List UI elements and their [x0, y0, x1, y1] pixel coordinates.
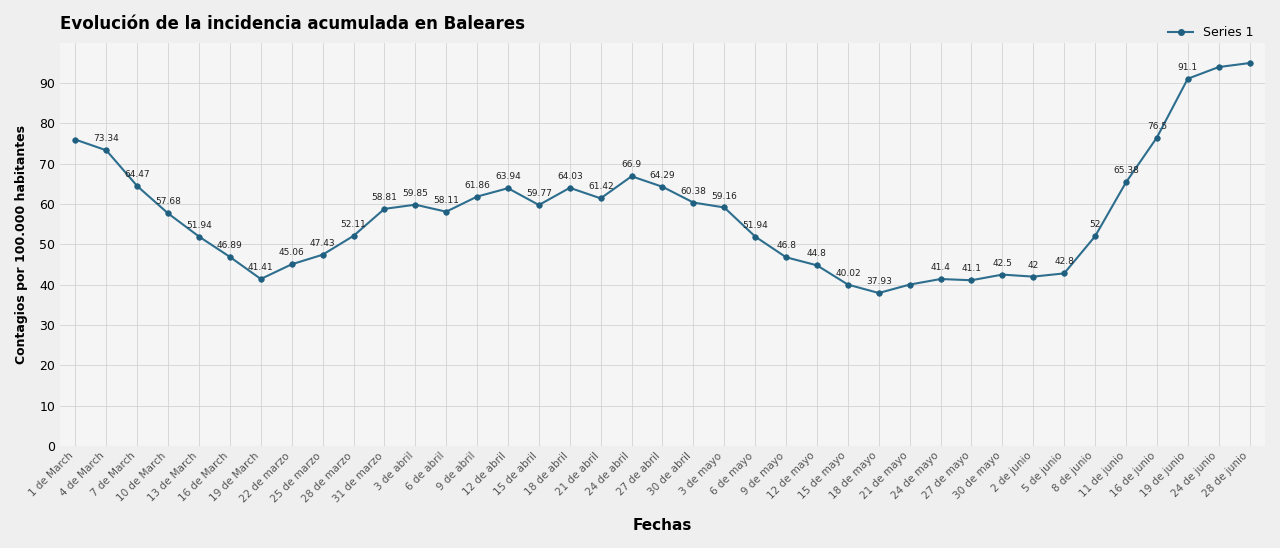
- Text: 58.11: 58.11: [433, 196, 460, 205]
- Text: 59.85: 59.85: [402, 189, 429, 198]
- Legend: Series 1: Series 1: [1164, 21, 1258, 44]
- Text: 60.38: 60.38: [681, 187, 707, 196]
- Text: 37.93: 37.93: [865, 277, 892, 286]
- Y-axis label: Contagios por 100.000 habitantes: Contagios por 100.000 habitantes: [15, 125, 28, 364]
- Text: 46.89: 46.89: [218, 241, 243, 250]
- Text: 42.8: 42.8: [1055, 258, 1074, 266]
- Text: 44.8: 44.8: [806, 249, 827, 259]
- Text: 65.38: 65.38: [1114, 167, 1139, 175]
- Text: 91.1: 91.1: [1178, 63, 1198, 72]
- Text: 61.86: 61.86: [465, 181, 490, 190]
- Text: 45.06: 45.06: [279, 248, 305, 258]
- Text: 52: 52: [1089, 220, 1101, 230]
- Text: 47.43: 47.43: [310, 239, 335, 248]
- Text: 40.02: 40.02: [835, 269, 860, 278]
- Text: 52.11: 52.11: [340, 220, 366, 229]
- Text: 51.94: 51.94: [742, 221, 768, 230]
- Text: Evolución de la incidencia acumulada en Baleares: Evolución de la incidencia acumulada en …: [60, 15, 525, 33]
- Text: 76.5: 76.5: [1147, 122, 1167, 130]
- Text: 41.4: 41.4: [931, 263, 951, 272]
- Text: 61.42: 61.42: [588, 182, 613, 191]
- Text: 59.77: 59.77: [526, 189, 552, 198]
- Text: 64.03: 64.03: [557, 172, 582, 181]
- Text: 41.41: 41.41: [248, 263, 274, 272]
- X-axis label: Fechas: Fechas: [632, 518, 692, 533]
- Text: 64.47: 64.47: [124, 170, 150, 179]
- Text: 51.94: 51.94: [186, 221, 212, 230]
- Text: 66.9: 66.9: [622, 161, 641, 169]
- Text: 41.1: 41.1: [961, 264, 982, 273]
- Text: 73.34: 73.34: [93, 134, 119, 144]
- Text: 42: 42: [1028, 261, 1039, 270]
- Text: 58.81: 58.81: [371, 193, 397, 202]
- Text: 59.16: 59.16: [712, 191, 737, 201]
- Text: 46.8: 46.8: [776, 241, 796, 250]
- Text: 64.29: 64.29: [650, 171, 676, 180]
- Text: 63.94: 63.94: [495, 172, 521, 181]
- Text: 42.5: 42.5: [992, 259, 1012, 267]
- Text: 57.68: 57.68: [155, 197, 180, 207]
